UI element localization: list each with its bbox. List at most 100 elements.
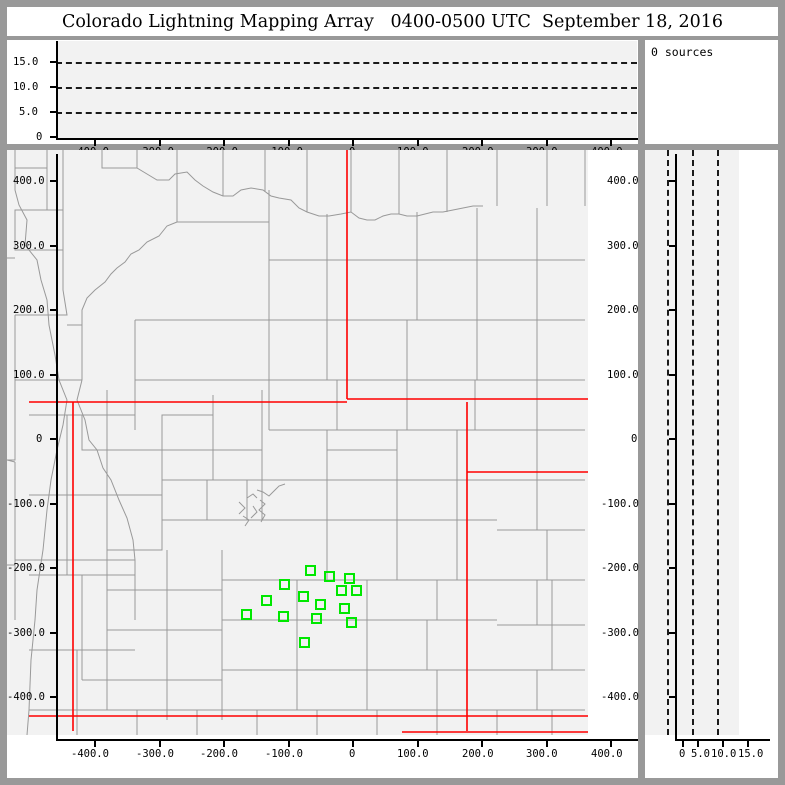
gridline-10 — [692, 150, 694, 735]
title-bar: Colorado Lightning Mapping Array 0400-05… — [7, 7, 778, 36]
y-tick-mark — [50, 111, 57, 113]
y-tick-label: 15.0 — [13, 56, 39, 68]
source-marker[interactable] — [324, 571, 335, 582]
time-height-y-axis — [56, 41, 58, 139]
x-tick-label: 300.0 — [526, 748, 558, 760]
x-tick-mark — [352, 741, 354, 747]
y-tick-mark — [50, 309, 57, 311]
y-tick-mark — [669, 696, 676, 698]
x-tick-mark — [546, 741, 548, 747]
x-tick-label: 0 — [679, 748, 686, 760]
x-tick-label: -100.0 — [265, 748, 303, 760]
source-marker[interactable] — [299, 637, 310, 648]
x-tick-mark — [223, 741, 225, 747]
county-boundaries — [7, 150, 586, 735]
source-marker[interactable] — [298, 591, 309, 602]
y-tick-label: -200.0 — [601, 562, 639, 574]
y-tick-mark — [50, 567, 57, 569]
source-marker[interactable] — [278, 611, 289, 622]
time-height-x-axis — [56, 138, 638, 140]
x-tick-mark — [94, 140, 96, 146]
x-tick-mark — [417, 140, 419, 146]
y-tick-label: -300.0 — [601, 627, 639, 639]
x-tick-mark — [610, 140, 612, 146]
x-tick-label: 200.0 — [462, 748, 494, 760]
y-tick-label: -300.0 — [7, 627, 45, 639]
x-tick-label: -300.0 — [136, 748, 174, 760]
y-tick-label: -400.0 — [601, 691, 639, 703]
x-tick-label: 15.0 — [738, 748, 764, 760]
x-tick-mark — [159, 741, 161, 747]
y-tick-mark — [669, 632, 676, 634]
source-count-panel[interactable]: 0 sources — [645, 40, 778, 144]
y-tick-label: -200.0 — [7, 562, 45, 574]
east-view-panel[interactable]: 400.0 300.0 200.0 100.0 0 -100.0 -200.0 … — [601, 150, 778, 778]
y-tick-mark — [669, 309, 676, 311]
y-tick-label: 10.0 — [13, 81, 39, 93]
y-tick-mark — [50, 180, 57, 182]
y-tick-mark — [669, 374, 676, 376]
x-tick-mark — [159, 140, 161, 146]
time-height-plot-area[interactable] — [56, 41, 637, 138]
source-marker[interactable] — [339, 603, 350, 614]
plan-view-map-panel[interactable]: 400.0 300.0 200.0 100.0 0 -100.0 -200.0 … — [7, 150, 638, 778]
y-tick-label: 0 — [36, 131, 43, 143]
source-marker[interactable] — [315, 599, 326, 610]
y-tick-label: 300.0 — [13, 240, 45, 252]
x-tick-label: 5.0 — [691, 748, 710, 760]
y-tick-label: 200.0 — [607, 304, 639, 316]
y-tick-mark — [50, 86, 57, 88]
x-tick-mark — [288, 741, 290, 747]
map-x-axis — [56, 739, 638, 741]
source-marker[interactable] — [351, 585, 362, 596]
colorado-county-boundaries — [29, 390, 585, 735]
x-tick-label: -200.0 — [200, 748, 238, 760]
x-tick-mark — [481, 741, 483, 747]
gridline-5 — [667, 150, 669, 735]
y-tick-mark — [669, 503, 676, 505]
east-view-x-axis — [675, 739, 770, 741]
x-tick-mark — [481, 140, 483, 146]
x-tick-mark — [288, 140, 290, 146]
y-tick-mark — [50, 696, 57, 698]
x-tick-label: -400.0 — [71, 748, 109, 760]
map-svg[interactable] — [7, 150, 588, 735]
source-count-label: 0 sources — [651, 45, 714, 59]
y-tick-mark — [50, 136, 57, 138]
x-tick-mark — [610, 741, 612, 747]
gridline-5 — [56, 112, 637, 114]
source-marker[interactable] — [305, 565, 316, 576]
y-tick-mark — [669, 567, 676, 569]
x-tick-label: 100.0 — [397, 748, 429, 760]
source-marker[interactable] — [279, 579, 290, 590]
x-tick-mark — [546, 140, 548, 146]
source-marker[interactable] — [311, 613, 322, 624]
y-tick-label: -100.0 — [601, 498, 639, 510]
map-plot-area[interactable] — [7, 150, 588, 735]
source-marker[interactable] — [344, 573, 355, 584]
x-tick-label: 0 — [349, 748, 356, 760]
y-tick-label: 400.0 — [607, 175, 639, 187]
source-marker[interactable] — [336, 585, 347, 596]
lightning-source-markers[interactable] — [241, 565, 362, 648]
x-tick-mark — [223, 140, 225, 146]
state-boundaries — [29, 150, 588, 733]
y-tick-mark — [50, 61, 57, 63]
source-marker[interactable] — [261, 595, 272, 606]
source-marker[interactable] — [241, 609, 252, 620]
time-height-panel[interactable]: 15.0 10.0 5.0 0 -400.0 -300.0 -200.0 -10… — [7, 40, 638, 158]
y-tick-mark — [669, 438, 676, 440]
y-tick-mark — [50, 438, 57, 440]
x-tick-label: 400.0 — [591, 748, 623, 760]
source-marker[interactable] — [346, 617, 357, 628]
gridline-15 — [56, 62, 637, 64]
y-tick-label: 0 — [36, 433, 43, 445]
x-tick-mark — [682, 741, 684, 747]
east-view-plot-area[interactable] — [645, 150, 739, 735]
gridline-15 — [717, 150, 719, 735]
x-tick-mark — [697, 741, 699, 747]
page-title: Colorado Lightning Mapping Array 0400-05… — [62, 11, 723, 32]
x-tick-mark — [747, 741, 749, 747]
x-tick-mark — [722, 741, 724, 747]
